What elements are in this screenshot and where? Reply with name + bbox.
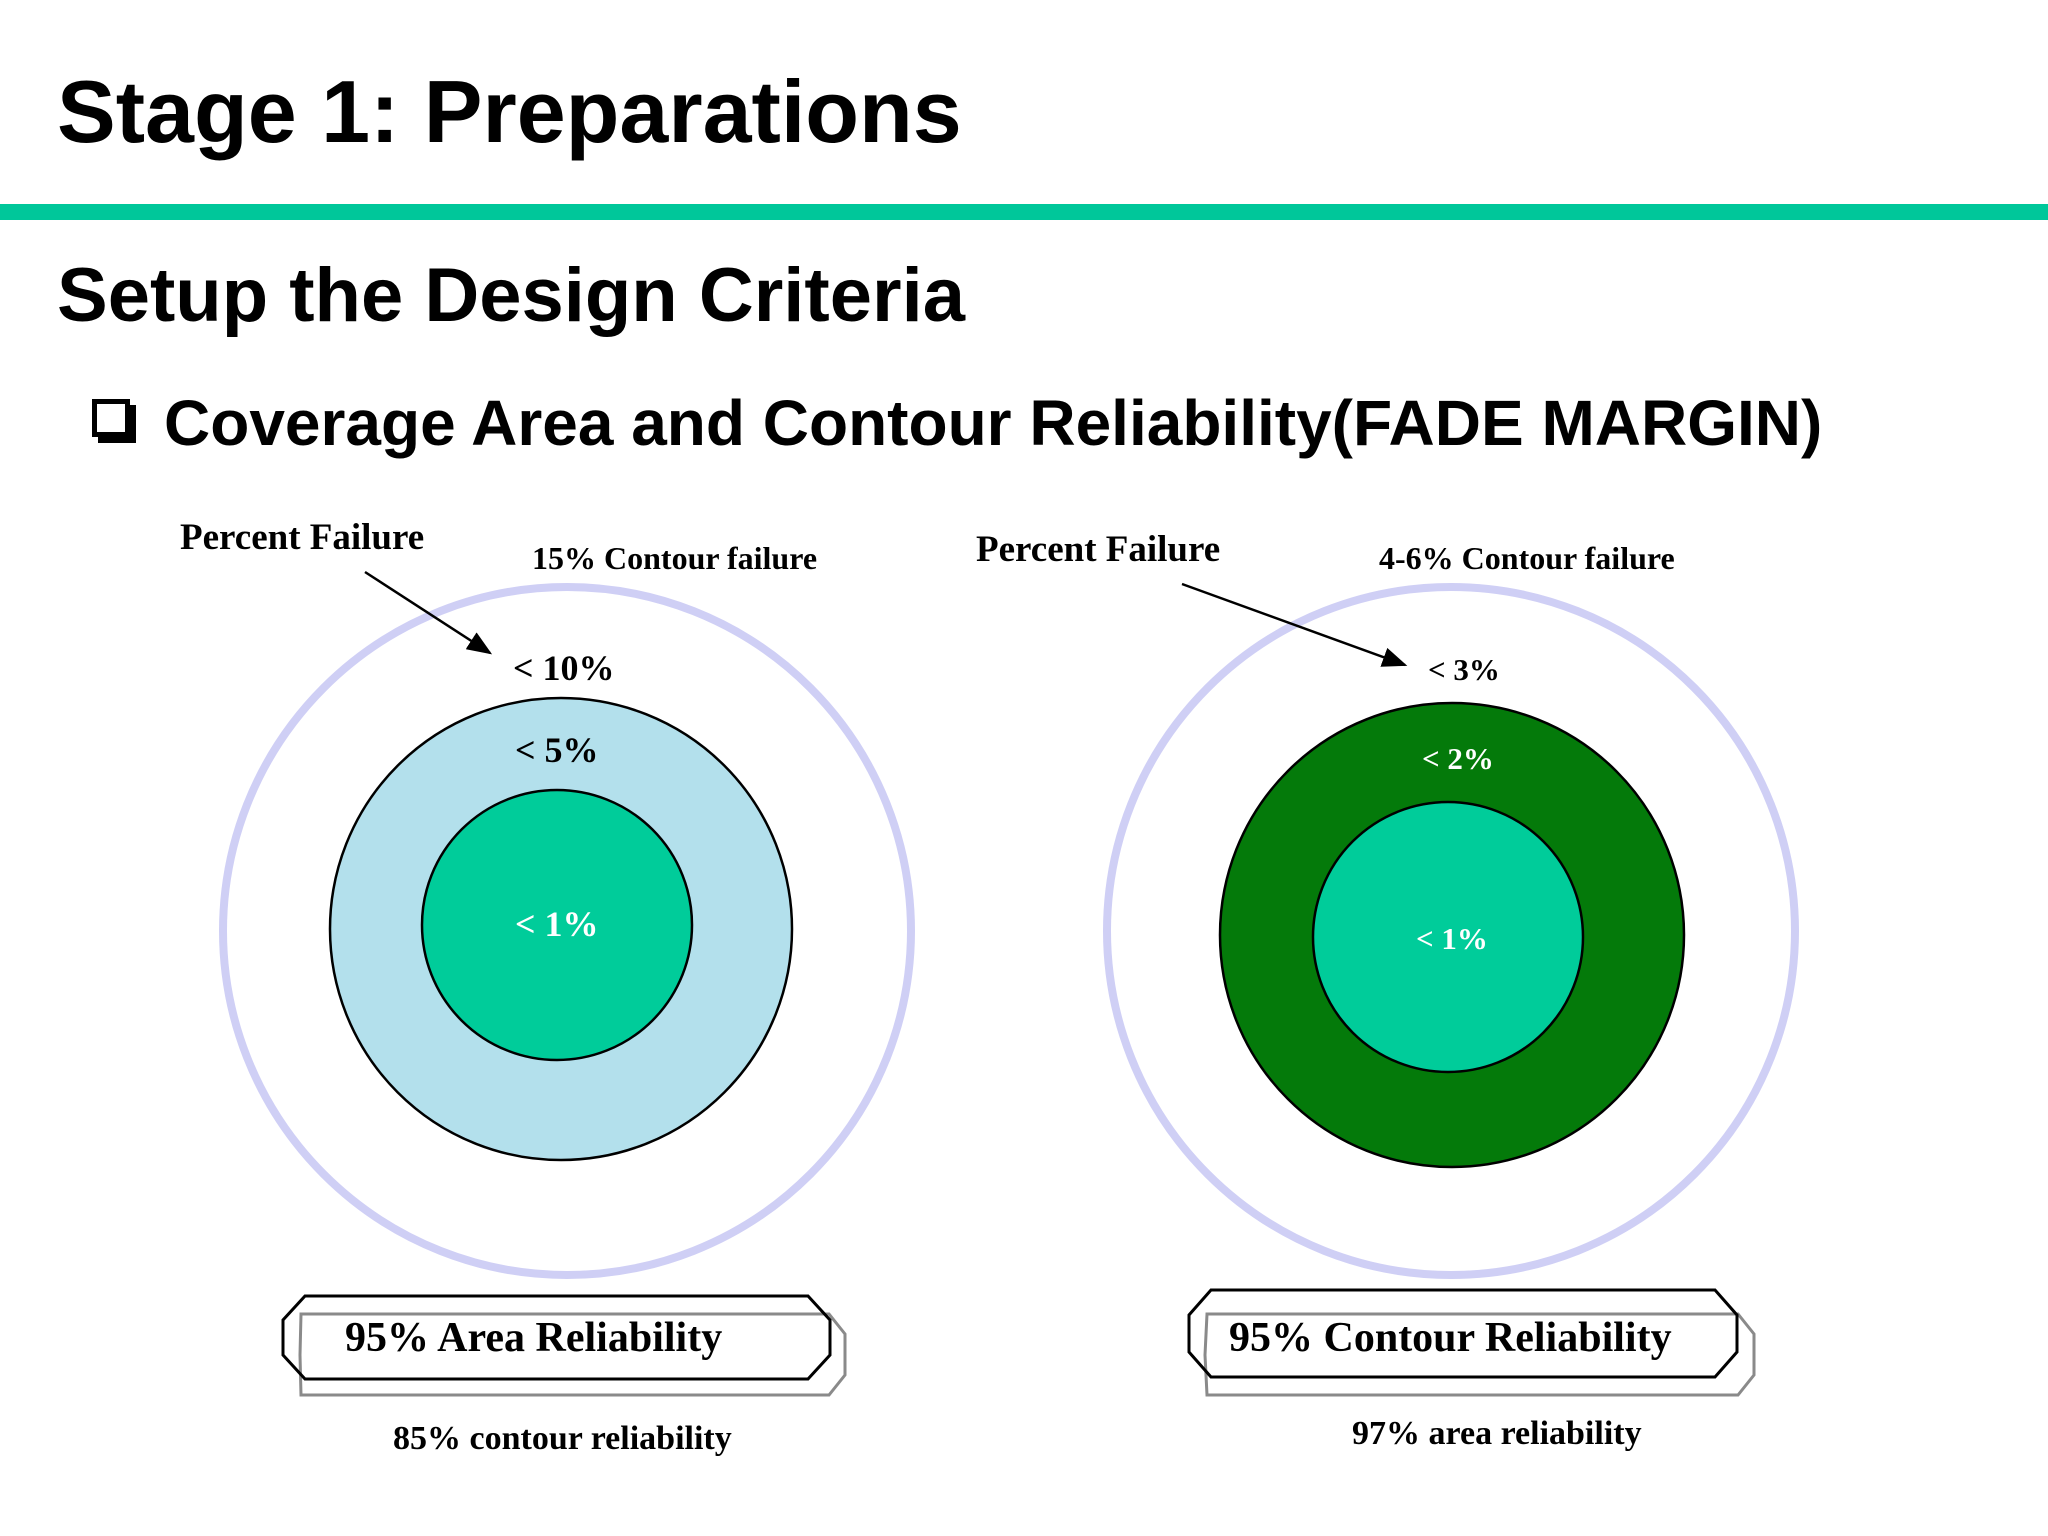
right-pointer-label: Percent Failure [976, 529, 1220, 570]
left-badge: 95% Area Reliability [281, 1294, 847, 1397]
left-badge-frame [281, 1294, 832, 1381]
left-pointer-label: Percent Failure [180, 517, 424, 558]
left-inner-core [420, 788, 694, 1062]
left-outer-value: < 10% [513, 648, 615, 688]
right-outer-value: < 3% [1428, 652, 1500, 687]
right-caption: 97% area reliability [1352, 1415, 1642, 1452]
bullet-text: Coverage Area and Contour Reliability(FA… [164, 386, 1823, 459]
left-inner-value: < 1% [515, 904, 599, 944]
right-inner-value: < 1% [1416, 921, 1488, 956]
left-badge-text: 95% Area Reliability [345, 1315, 722, 1361]
right-badge-frame [1187, 1288, 1739, 1379]
area-reliability-diagram: Percent Failure 15% Contour failure < 10… [180, 517, 915, 1457]
right-contour-label: 4-6% Contour failure [1379, 540, 1675, 576]
accent-divider [0, 204, 2048, 220]
left-pointer-arrow [364, 570, 493, 655]
left-middle-value: < 5% [515, 730, 599, 770]
left-caption: 85% contour reliability [393, 1420, 732, 1457]
slide-title: Stage 1: Preparations [57, 62, 962, 161]
right-outer-ring [1103, 583, 1799, 1279]
contour-reliability-diagram: Percent Failure 4-6% Contour failure < 3… [976, 529, 1799, 1452]
checkbox-square-icon [92, 398, 130, 437]
slide-subtitle: Setup the Design Criteria [57, 253, 965, 338]
right-badge-text: 95% Contour Reliability [1229, 1315, 1672, 1361]
bullet-item: Coverage Area and Contour Reliability(FA… [92, 385, 1822, 460]
left-contour-label: 15% Contour failure [532, 540, 817, 576]
right-middle-value: < 2% [1422, 741, 1494, 776]
right-inner-core [1311, 800, 1585, 1074]
reliability-diagrams: Percent Failure 15% Contour failure < 10… [180, 517, 1799, 1457]
right-pointer-arrow [1181, 582, 1408, 667]
left-badge-shadow [298, 1312, 847, 1397]
right-badge: 95% Contour Reliability [1187, 1288, 1756, 1397]
right-badge-shadow [1203, 1312, 1756, 1397]
left-outer-ring [219, 583, 915, 1279]
